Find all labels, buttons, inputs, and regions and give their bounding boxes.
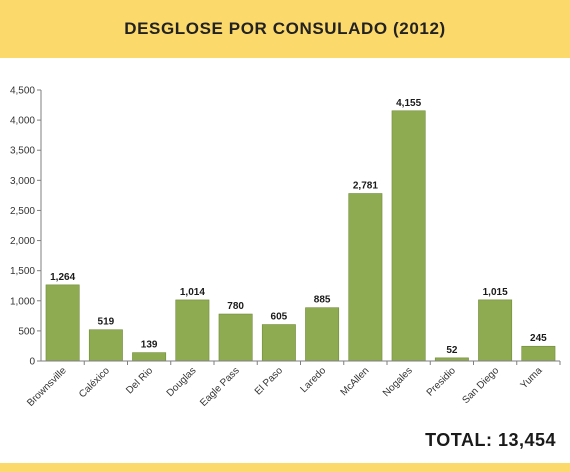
value-label: 1,014 <box>180 287 205 298</box>
y-tick-label: 0 <box>29 357 35 368</box>
chart-area: 0 500 1,000 1,500 2,000 2,500 3,000 3,500 4,000 4… <box>0 80 570 420</box>
value-label: 4,155 <box>396 98 421 109</box>
bar-del-rio <box>132 352 167 362</box>
x-tick-label: Eagle Pass <box>198 365 242 409</box>
x-tick-label: Caléxico <box>77 365 112 400</box>
y-tick-label: 2,000 <box>10 236 35 247</box>
x-tick-label: San Diego <box>460 365 501 406</box>
value-label: 885 <box>314 295 331 306</box>
x-tick-label: Yuma <box>519 365 545 391</box>
bar-laredo <box>305 307 340 362</box>
x-tick-label: Douglas <box>165 365 199 399</box>
x-tick-label: Laredo <box>298 365 328 395</box>
bars <box>45 110 556 362</box>
chart-title: DESGLOSE POR CONSULADO (2012) <box>124 19 446 38</box>
bottom-bar <box>0 463 570 472</box>
value-label: 780 <box>227 301 244 312</box>
x-tick-label: Del Rio <box>124 365 155 396</box>
bar-douglas <box>175 299 210 362</box>
bar-eagle-pass <box>218 313 253 362</box>
bar-nogales <box>391 110 426 362</box>
x-tick-label: Nogales <box>381 365 415 399</box>
bar-yuma <box>521 345 556 362</box>
value-label: 245 <box>530 333 547 344</box>
value-label: 1,015 <box>483 287 508 298</box>
y-tick-label: 3,500 <box>10 146 35 157</box>
x-tick-label: El Paso <box>253 365 285 397</box>
bar-mcallen <box>348 193 383 362</box>
x-tick-label: Brownsville <box>25 365 69 409</box>
bar-chart: 0 500 1,000 1,500 2,000 2,500 3,000 3,500 4,000 4… <box>10 86 561 409</box>
y-axis: 0 500 1,000 1,500 2,000 2,500 3,000 3,500 4,000 4… <box>10 86 42 368</box>
x-tick-label: Presidio <box>425 365 459 399</box>
y-tick-label: 2,500 <box>10 206 35 217</box>
title-banner: DESGLOSE POR CONSULADO (2012) <box>0 0 570 58</box>
value-label: 52 <box>446 345 458 356</box>
total-label: TOTAL: 13,454 <box>425 430 556 450</box>
y-tick-label: 1,000 <box>10 296 35 307</box>
y-tick-label: 1,500 <box>10 266 35 277</box>
value-label: 605 <box>271 312 288 323</box>
bar-cal-xico <box>88 329 123 362</box>
y-tick-label: 4,500 <box>10 86 35 97</box>
x-axis: Brownsville Caléxico Del Rio Douglas Eagle P… <box>25 360 561 409</box>
y-tick-label: 3,000 <box>10 176 35 187</box>
y-tick-label: 500 <box>18 326 35 337</box>
value-label: 1,264 <box>50 272 75 283</box>
value-labels: 1,264 519 139 1,014 780 605 885 2,781 4,155 52 1,0… <box>50 98 547 356</box>
x-tick-label: McAllen <box>339 365 372 398</box>
value-label: 2,781 <box>353 181 378 192</box>
bar-el-paso <box>261 324 296 362</box>
value-label: 139 <box>141 340 158 351</box>
bar-brownsville <box>45 284 80 362</box>
value-label: 519 <box>98 317 115 328</box>
y-tick-label: 4,000 <box>10 116 35 127</box>
bar-san-diego <box>478 299 513 362</box>
